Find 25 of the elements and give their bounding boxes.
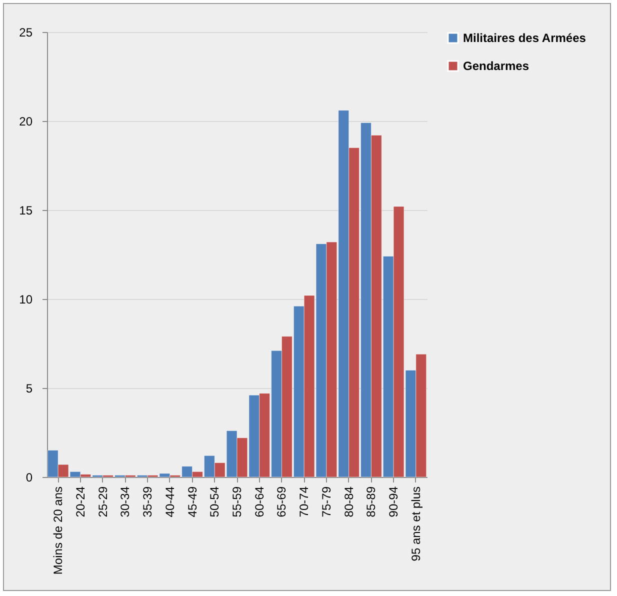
- x-tick-label: 30-34: [118, 486, 132, 518]
- x-tick-label: 90-94: [386, 486, 401, 518]
- x-tick-label: 45-49: [185, 486, 200, 518]
- x-tick-label: 60-64: [252, 486, 266, 518]
- y-tick-label: 15: [19, 204, 33, 218]
- y-tick-label: 0: [26, 470, 33, 484]
- x-tick-label: 50-54: [208, 486, 222, 518]
- x-tick-label: 55-59: [230, 486, 244, 518]
- x-tick-label: 75-79: [319, 486, 334, 518]
- legend-label: Gendarmes: [463, 59, 530, 73]
- legend-label: Militaires des Armées: [463, 31, 586, 45]
- x-tick-label: 80-84: [342, 486, 356, 518]
- x-tick-label: 85-89: [364, 486, 378, 518]
- x-tick-label: 35-39: [140, 486, 155, 518]
- x-tick-label: Moins de 20 ans: [51, 486, 66, 575]
- y-tick-label: 20: [19, 114, 33, 128]
- x-tick-label: 25-29: [96, 486, 110, 518]
- y-tick-label: 5: [26, 382, 33, 396]
- x-tick-label: 40-44: [162, 486, 177, 518]
- x-tick-label: 95 ans et plus: [408, 486, 423, 562]
- x-tick-label: 70-74: [297, 486, 312, 518]
- x-tick-label: 65-69: [274, 486, 289, 518]
- y-tick-label: 25: [19, 26, 33, 40]
- x-tick-label: 20-24: [73, 486, 88, 518]
- y-tick-label: 10: [19, 292, 33, 306]
